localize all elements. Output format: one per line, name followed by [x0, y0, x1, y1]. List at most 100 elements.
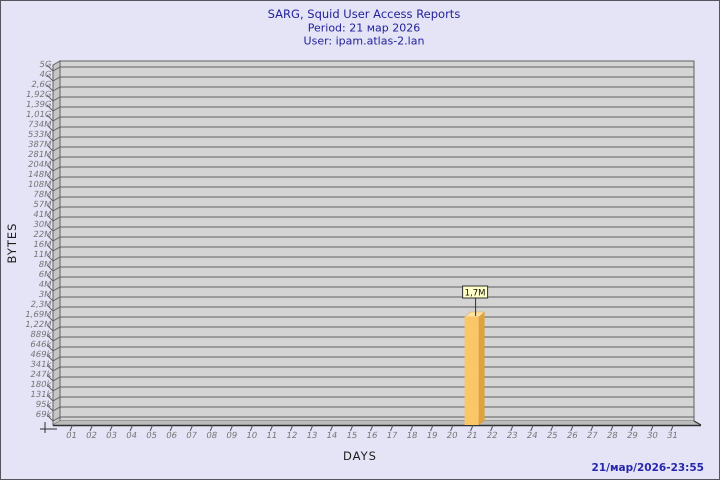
y-tick-label: 95k — [35, 400, 53, 410]
y-tick — [46, 164, 54, 172]
y-tick-label: 889k — [29, 330, 52, 340]
x-tick — [530, 424, 534, 432]
x-tick — [309, 424, 314, 432]
x-tick — [450, 424, 454, 432]
y-tick-label: 281M — [27, 150, 52, 160]
x-tick — [289, 424, 294, 432]
x-tick — [189, 424, 194, 432]
y-tick-label: 2,3M — [30, 300, 53, 310]
y-tick-label: 4M — [38, 280, 52, 290]
wall-gridline-segment — [52, 206, 61, 212]
y-tick — [46, 254, 54, 262]
x-tick-label: 22 — [486, 431, 499, 441]
y-tick-label: 1,92G — [25, 90, 52, 100]
y-tick — [46, 244, 54, 252]
chart-period: Period: 21 мар 2026 — [308, 22, 421, 35]
wall-gridline-segment — [52, 236, 61, 242]
x-tick — [229, 424, 234, 432]
wall-gridline-segment — [52, 326, 61, 332]
wall-gridline-segment — [52, 216, 61, 222]
x-axis-title: DAYS — [343, 449, 377, 463]
x-tick — [329, 424, 334, 432]
chart-title: SARG, Squid User Access Reports — [268, 7, 461, 21]
y-tick — [46, 404, 54, 412]
x-tick-label: 06 — [165, 431, 178, 441]
y-tick — [46, 364, 54, 372]
x-tick-label: 26 — [566, 431, 579, 441]
y-tick — [46, 134, 54, 142]
y-tick-label: 41M — [32, 210, 52, 220]
wall-gridline-segment — [52, 76, 61, 82]
wall-gridline-segment — [52, 396, 61, 402]
x-tick-label: 12 — [285, 431, 298, 441]
wall-gridline-segment — [52, 406, 61, 412]
x-tick — [209, 424, 214, 432]
report-timestamp: 21/мар/2026-23:55 — [592, 462, 704, 474]
grid-back-plane — [59, 60, 695, 422]
y-tick — [46, 194, 54, 202]
y-tick-label: 247k — [29, 370, 52, 380]
y-tick-label: 469k — [29, 350, 52, 360]
plot-area: 5G4G2,6G1,92G1,39G1,01G734M533M387M281M2… — [24, 60, 702, 441]
wall-gridline-segment — [52, 166, 61, 172]
y-tick-label: 1,01G — [25, 110, 52, 120]
y-tick — [46, 394, 54, 402]
wall-gridline-segment — [52, 66, 61, 72]
wall-gridline-segment — [52, 416, 61, 422]
x-tick-label: 27 — [586, 431, 599, 441]
y-tick — [46, 214, 54, 222]
y-tick-label: 3M — [38, 290, 52, 300]
y-tick-label: 131k — [29, 390, 52, 400]
y-tick — [46, 334, 54, 342]
x-tick — [149, 424, 154, 432]
y-tick-label: 180k — [29, 380, 52, 390]
x-tick — [510, 424, 514, 432]
y-tick — [46, 344, 54, 352]
x-tick-label: 05 — [145, 431, 158, 441]
x-tick — [169, 424, 174, 432]
x-tick — [430, 424, 434, 432]
y-tick — [46, 114, 54, 122]
x-tick — [369, 424, 374, 432]
x-tick — [470, 424, 474, 432]
x-tick-label: 02 — [85, 431, 98, 441]
y-tick — [46, 64, 54, 72]
x-tick — [650, 424, 654, 432]
x-tick — [570, 424, 574, 432]
y-tick-label: 2,6G — [30, 80, 52, 90]
y-tick-label: 11M — [32, 250, 52, 260]
x-tick-label: 01 — [65, 431, 78, 441]
y-tick — [46, 144, 54, 152]
x-tick — [269, 424, 274, 432]
wall-gridline-segment — [52, 376, 61, 382]
x-tick — [630, 424, 634, 432]
y-tick-label: 4G — [39, 70, 53, 80]
y-tick — [46, 324, 54, 332]
x-tick-label: 04 — [125, 431, 138, 441]
bar-value-label-box — [462, 285, 489, 299]
x-tick-label: 31 — [666, 431, 679, 441]
wall-gridline-segment — [52, 136, 61, 142]
y-tick — [46, 124, 54, 132]
x-tick-label: 11 — [265, 431, 278, 441]
wall-gridline-segment — [52, 96, 61, 102]
wall-gridline-segment — [52, 116, 61, 122]
x-tick-label: 09 — [225, 431, 238, 441]
y-tick-label: 5G — [39, 60, 53, 70]
y-tick-label: 69k — [35, 410, 53, 420]
x-tick — [129, 424, 134, 432]
y-tick-label: 57M — [32, 200, 52, 210]
bar-front-face — [464, 317, 479, 425]
y-tick — [46, 264, 54, 272]
y-tick — [46, 354, 54, 362]
y-tick — [46, 234, 54, 242]
wall-gridline-segment — [52, 366, 61, 372]
x-tick — [490, 424, 494, 432]
chart-title-block: SARG, Squid User Access Reports Period: … — [268, 7, 461, 48]
x-tick — [410, 424, 414, 432]
y-tick-label: 22M — [32, 230, 52, 240]
wall-gridline-segment — [52, 106, 61, 112]
y-tick-label: 341k — [29, 360, 52, 370]
y-tick-label: 734M — [27, 120, 52, 130]
